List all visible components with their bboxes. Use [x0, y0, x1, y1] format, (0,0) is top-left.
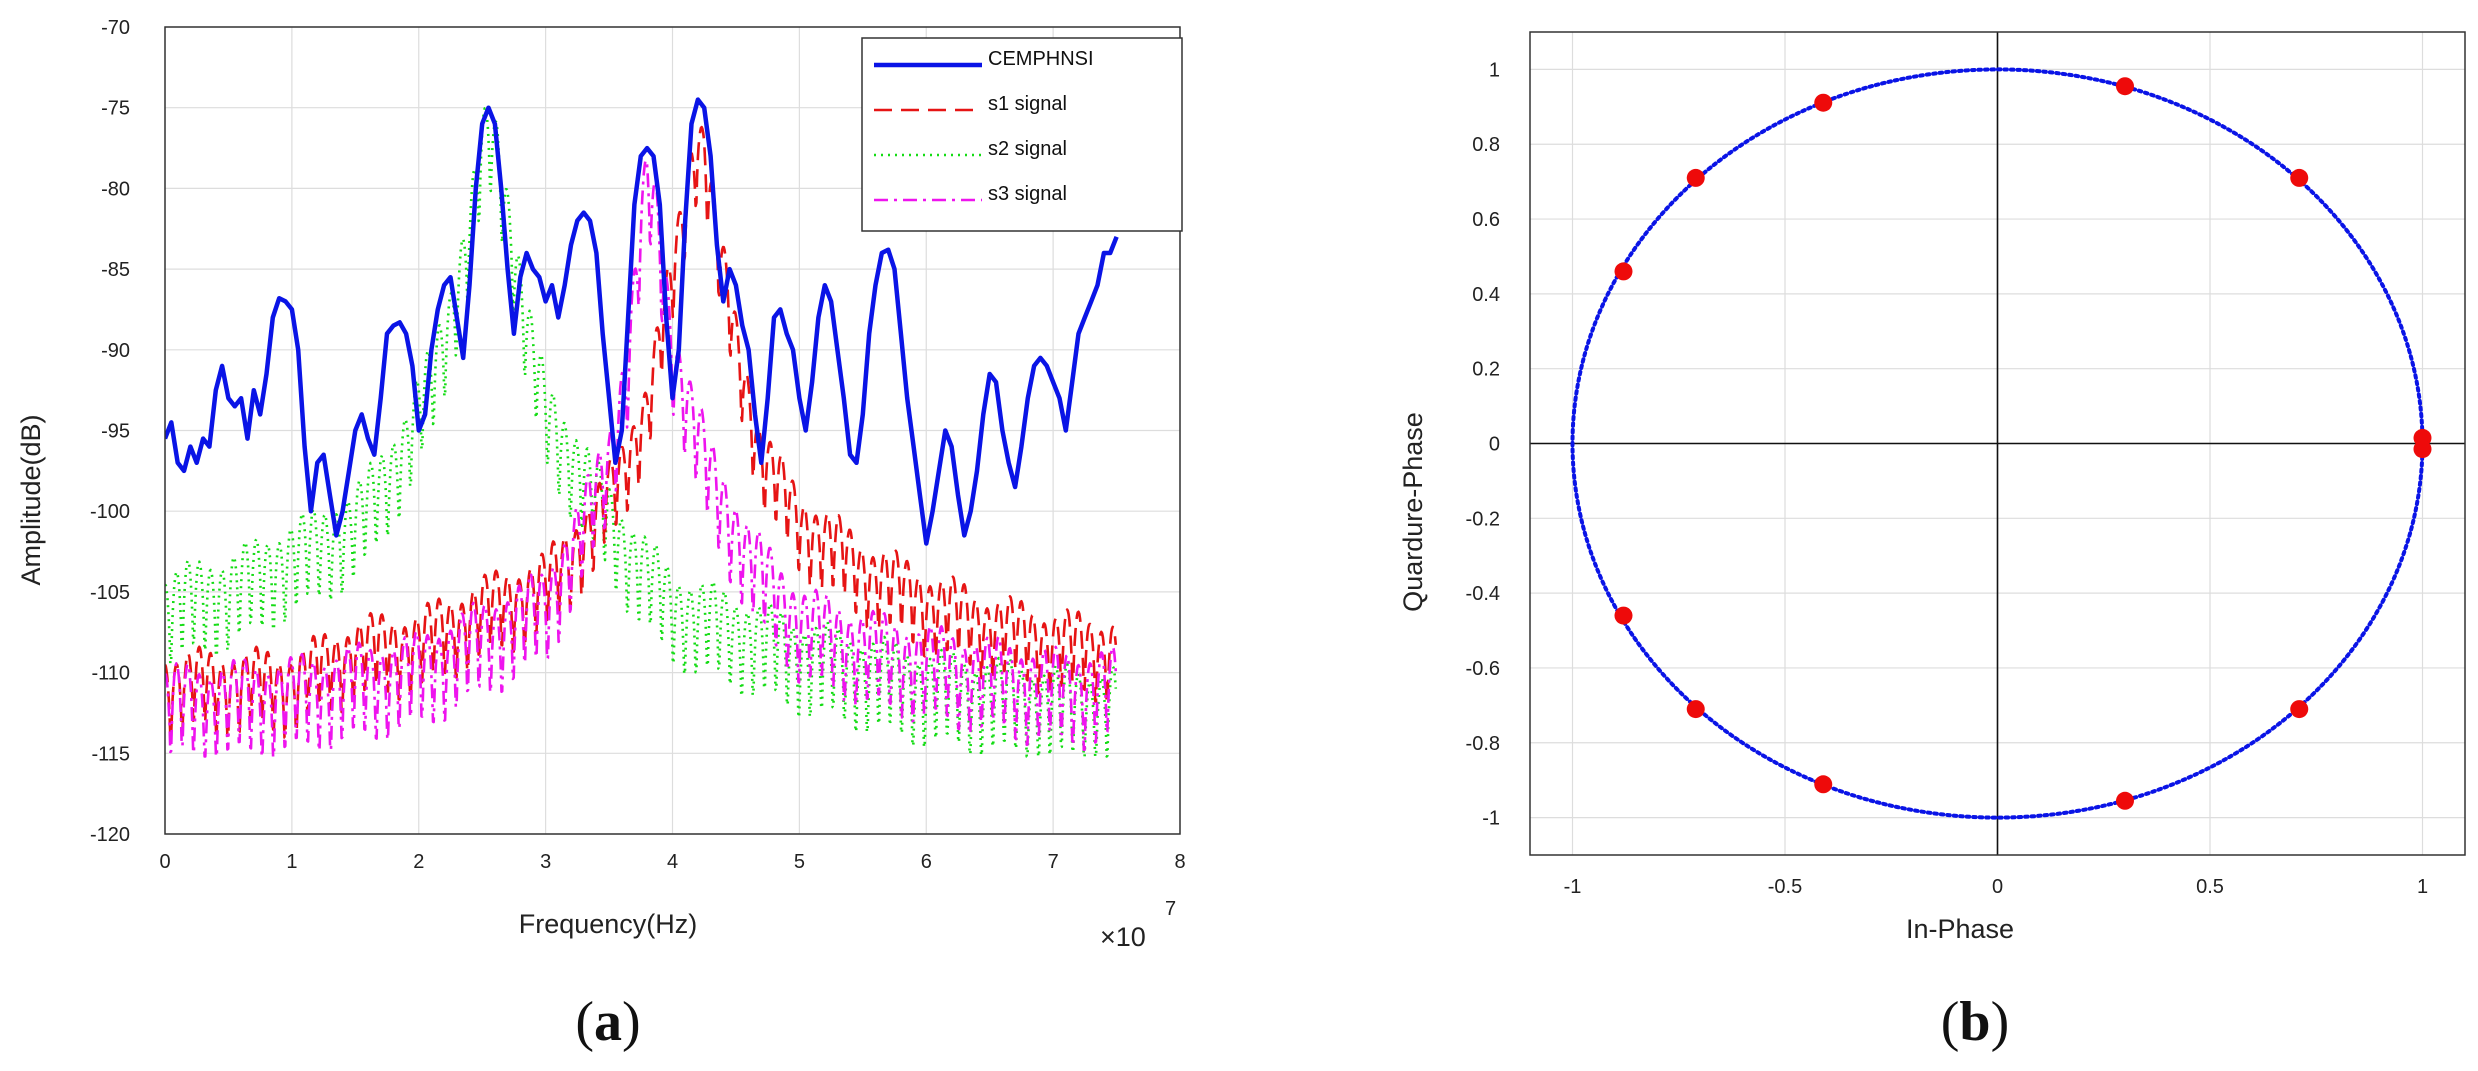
- y-tick-label: -100: [90, 501, 130, 523]
- y-tick-label: -90: [101, 340, 130, 362]
- x-tick-label: 8: [1174, 851, 1185, 873]
- y-tick-label: -80: [101, 178, 130, 200]
- chart-a-x-exponent-base: ×10: [1100, 922, 1146, 952]
- y-tick-label: 0.4: [1472, 284, 1500, 306]
- constellation-point: [2116, 77, 2134, 96]
- x-tick-label: -0.5: [1768, 876, 1802, 898]
- y-tick-label: -70: [101, 17, 130, 39]
- x-tick-label: 2: [413, 851, 424, 873]
- constellation-point: [1614, 262, 1633, 281]
- chart-a-series: [165, 97, 1119, 758]
- y-tick-label: 0: [1489, 434, 1500, 456]
- y-tick-label: -1: [1482, 808, 1500, 830]
- chart-a-x-label: Frequency(Hz): [519, 909, 698, 939]
- y-tick-label: -120: [90, 824, 130, 846]
- legend-label: s2 signal: [988, 138, 1067, 160]
- x-tick-label: -1: [1564, 876, 1582, 898]
- y-tick-label: -85: [101, 259, 130, 281]
- y-tick-label: 0.6: [1472, 209, 1500, 231]
- constellation-point: [2413, 440, 2432, 459]
- panel-label-b: (b): [1941, 991, 2009, 1053]
- x-tick-label: 0.5: [2196, 876, 2224, 898]
- y-tick-label: -0.8: [1466, 733, 1500, 755]
- constellation-point: [1686, 168, 1705, 187]
- chart-a: 0 1 2 3 4 5 6 7 8 -70 -75 -80 -85 -90 -95 -100 -105 -110…: [16, 17, 1186, 1053]
- legend-label: s1 signal: [988, 93, 1067, 115]
- y-tick-label: -105: [90, 582, 130, 604]
- x-tick-label: 0: [159, 851, 170, 873]
- series-line-s3-signal: [165, 158, 1118, 758]
- x-tick-label: 4: [667, 851, 678, 873]
- y-tick-label: -0.4: [1466, 583, 1500, 605]
- x-tick-label: 6: [921, 851, 932, 873]
- y-tick-label: -0.6: [1466, 658, 1500, 680]
- constellation-point: [2116, 791, 2134, 810]
- series-line-cemphnsi: [165, 97, 1119, 546]
- constellation-point: [2290, 700, 2309, 719]
- chart-a-x-ticks: 0 1 2 3 4 5 6 7 8: [159, 851, 1185, 873]
- chart-b-frame: [1529, 31, 2466, 856]
- constellation-point: [1614, 606, 1633, 625]
- chart-a-x-exponent-power: 7: [1165, 898, 1176, 920]
- chart-a-legend: CEMPHNSI s1 signal s2 signal s3 signal: [861, 37, 1183, 232]
- constellation-point: [1686, 700, 1705, 719]
- chart-b-zero-axes: [1530, 32, 2465, 855]
- y-tick-label: 1: [1489, 59, 1500, 81]
- x-tick-label: 3: [540, 851, 551, 873]
- chart-a-y-ticks: -70 -75 -80 -85 -90 -95 -100 -105 -110 -115 -120: [90, 17, 130, 846]
- chart-b-x-label: In-Phase: [1906, 914, 2014, 944]
- series-line-s2-signal: [165, 107, 1118, 758]
- y-tick-label: -0.2: [1466, 508, 1500, 530]
- x-tick-label: 1: [2417, 876, 2428, 898]
- x-tick-label: 7: [1048, 851, 1059, 873]
- constellation-point: [1814, 775, 1833, 794]
- series-line-s1-signal: [165, 125, 1118, 740]
- y-tick-label: 0.2: [1472, 359, 1500, 381]
- legend-label: s3 signal: [988, 183, 1067, 205]
- y-tick-label: 0.8: [1472, 134, 1500, 156]
- y-tick-label: -110: [91, 663, 130, 685]
- constellation-point: [2290, 168, 2309, 187]
- x-tick-label: 5: [794, 851, 805, 873]
- chart-b-y-ticks: 1 0.8 0.6 0.4 0.2 0 -0.2 -0.4 -0.6 -0.8 -1: [1466, 59, 1500, 829]
- chart-b-y-label: Quardure-Phase: [1398, 412, 1428, 612]
- chart-a-y-label: Amplitude(dB): [16, 414, 46, 585]
- legend-label: CEMPHNSI: [988, 48, 1094, 70]
- chart-b-points: [1614, 77, 2432, 810]
- panel-label-a: (a): [575, 991, 640, 1053]
- x-tick-label: 1: [286, 851, 297, 873]
- y-tick-label: -75: [101, 98, 130, 120]
- chart-b-x-ticks: -1 -0.5 0 0.5 1: [1564, 876, 2428, 898]
- chart-b: -1 -0.5 0 0.5 1 1 0.8 0.6 0.4 0.2 0 -0.2 -0.4 -0.6 -0…: [1398, 31, 2466, 1053]
- constellation-point: [1814, 93, 1833, 112]
- x-tick-label: 0: [1992, 876, 2003, 898]
- y-tick-label: -95: [101, 421, 130, 443]
- chart-a-frame: [164, 26, 1181, 835]
- y-tick-label: -115: [91, 743, 130, 765]
